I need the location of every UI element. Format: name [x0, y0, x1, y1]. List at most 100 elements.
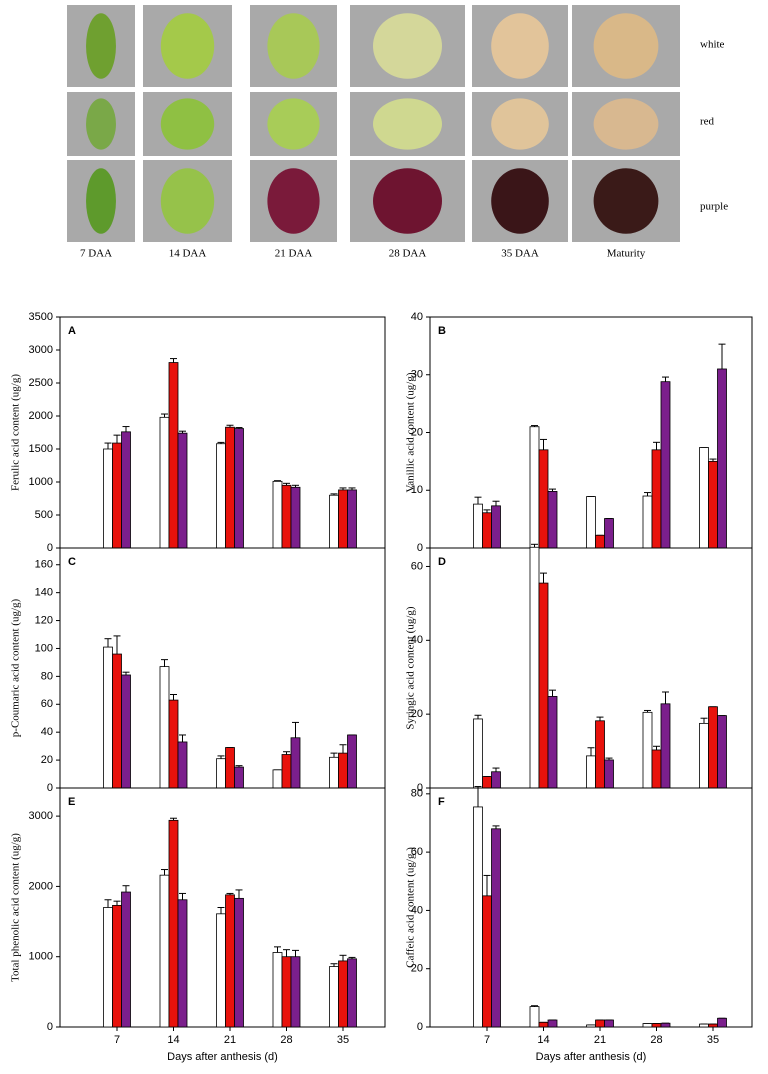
y-axis-label: Total phenolic acid content (ug/g) [10, 833, 22, 982]
y-tick-label: 0 [417, 1021, 423, 1033]
x-tick-label: 35 [337, 1034, 349, 1046]
bar [338, 752, 348, 789]
bar [529, 546, 540, 789]
bar [338, 960, 348, 1028]
kernel [491, 98, 549, 150]
bar [529, 1006, 540, 1028]
bar [604, 759, 614, 789]
y-tick-label: 1500 [29, 443, 53, 455]
y-tick-label: 2000 [29, 880, 53, 892]
x-tick-label: 28 [280, 1034, 292, 1046]
x-tick-label: 28 [650, 1034, 662, 1046]
y-tick-label: 60 [411, 560, 423, 572]
kernel [160, 168, 215, 234]
y-axis-label: Vanillic acid content (ug/g) [405, 372, 417, 492]
bar [642, 1023, 653, 1028]
x-tick-label: 14 [167, 1034, 179, 1046]
panel-letter: E [68, 796, 75, 808]
bar [586, 496, 596, 549]
y-axis-label: p-Coumaric acid content (ug/g) [10, 598, 22, 737]
x-axis-label: Days after anthesis (d) [536, 1051, 647, 1063]
bar [547, 1019, 558, 1028]
y-tick-label: 3500 [29, 311, 53, 323]
bar [604, 518, 614, 549]
bar [651, 1023, 662, 1028]
bar [216, 913, 226, 1028]
bar [538, 449, 549, 549]
y-tick-label: 120 [35, 614, 53, 626]
y-tick-label: 0 [47, 782, 53, 794]
y-tick-label: 40 [411, 904, 423, 916]
bar [159, 666, 170, 789]
y-tick-label: 20 [411, 708, 423, 720]
bar [272, 480, 283, 549]
bar [595, 720, 605, 789]
kernel [373, 13, 442, 79]
bar [103, 646, 113, 789]
y-tick-label: 40 [41, 726, 53, 738]
kernel [373, 168, 442, 234]
y-tick-label: 40 [411, 634, 423, 646]
bar [281, 754, 292, 789]
bar [708, 706, 718, 789]
bar [586, 755, 596, 789]
bar [121, 431, 131, 549]
bar [491, 505, 501, 549]
x-tick-label: 21 [224, 1034, 236, 1046]
bar [347, 489, 357, 549]
bar [121, 674, 131, 789]
x-tick-label: 35 [707, 1034, 719, 1046]
y-tick-label: 2000 [29, 410, 53, 422]
x-tick-label: 14 [537, 1034, 549, 1046]
bar [281, 484, 292, 549]
bar [103, 448, 113, 549]
kernel [267, 98, 320, 150]
y-tick-label: 1000 [29, 951, 53, 963]
bar [103, 907, 113, 1028]
y-axis-label: Ferulic acid content (ug/g) [10, 374, 22, 491]
bar [281, 956, 292, 1028]
bar [699, 447, 709, 549]
bar [216, 443, 226, 549]
bar [547, 491, 558, 549]
bar [491, 771, 501, 789]
panel-letter: B [438, 325, 446, 337]
bar [717, 368, 727, 549]
y-tick-label: 20 [411, 426, 423, 438]
bar [547, 696, 558, 789]
bar [529, 426, 540, 549]
bar [168, 819, 179, 1028]
bar [329, 494, 339, 549]
kernel [267, 168, 320, 234]
y-tick-label: 160 [35, 559, 53, 571]
column-label: 7 DAA [80, 248, 112, 260]
row-label: red [700, 116, 715, 128]
bar [216, 758, 226, 789]
y-tick-label: 0 [417, 542, 423, 554]
bar [159, 416, 170, 549]
bar [642, 711, 653, 789]
bar [660, 703, 671, 789]
bar [473, 806, 483, 1028]
y-tick-label: 60 [41, 698, 53, 710]
bar [538, 582, 549, 789]
column-label: 14 DAA [169, 248, 207, 260]
bar [112, 653, 122, 789]
y-axis-label: Caffeic acid content (ug/g ) [405, 847, 417, 968]
kernel [160, 98, 215, 150]
bar [177, 432, 188, 549]
bar [491, 828, 501, 1028]
bar [290, 486, 301, 549]
bar [586, 1024, 596, 1028]
y-tick-label: 0 [47, 542, 53, 554]
y-tick-label: 140 [35, 587, 53, 599]
bar [642, 495, 653, 549]
x-tick-label: 7 [114, 1034, 120, 1046]
row-label: purple [700, 201, 728, 213]
bar [699, 1023, 709, 1028]
bar [225, 747, 235, 789]
y-tick-label: 40 [411, 311, 423, 323]
y-axis-label: Syringic acid content (ug/g) [405, 606, 417, 729]
bar [717, 715, 727, 789]
